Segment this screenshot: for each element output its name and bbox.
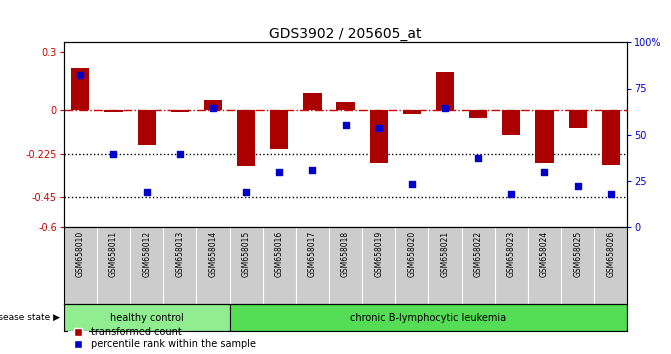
Point bbox=[241, 189, 252, 194]
Legend: transformed count, percentile rank within the sample: transformed count, percentile rank withi… bbox=[68, 327, 256, 349]
Bar bbox=[138, 110, 156, 145]
Point bbox=[274, 170, 285, 175]
Bar bbox=[237, 110, 255, 166]
Point bbox=[75, 73, 86, 78]
Point bbox=[473, 155, 484, 161]
Point bbox=[539, 170, 550, 175]
Bar bbox=[204, 99, 222, 110]
Point bbox=[142, 189, 152, 194]
Bar bbox=[64, 304, 229, 331]
Point bbox=[407, 181, 417, 187]
Point bbox=[207, 105, 218, 111]
Point bbox=[307, 167, 318, 173]
Bar bbox=[229, 304, 627, 331]
Bar bbox=[602, 110, 620, 165]
Text: GSM658017: GSM658017 bbox=[308, 230, 317, 277]
Text: chronic B-lymphocytic leukemia: chronic B-lymphocytic leukemia bbox=[350, 313, 507, 323]
Text: GSM658019: GSM658019 bbox=[374, 230, 383, 277]
Point bbox=[373, 125, 384, 131]
Text: healthy control: healthy control bbox=[110, 313, 183, 323]
Bar bbox=[535, 110, 554, 162]
Bar bbox=[270, 110, 289, 149]
Bar bbox=[370, 110, 388, 162]
Text: GSM658014: GSM658014 bbox=[209, 230, 217, 277]
Text: GSM658020: GSM658020 bbox=[407, 230, 417, 277]
Text: GSM658023: GSM658023 bbox=[507, 230, 516, 277]
Bar bbox=[403, 110, 421, 114]
Point bbox=[340, 122, 351, 128]
Text: GSM658026: GSM658026 bbox=[607, 230, 615, 277]
Text: GSM658013: GSM658013 bbox=[175, 230, 185, 277]
Point bbox=[506, 191, 517, 196]
Title: GDS3902 / 205605_at: GDS3902 / 205605_at bbox=[269, 28, 422, 41]
Bar bbox=[170, 110, 189, 112]
Text: GSM658010: GSM658010 bbox=[76, 230, 85, 277]
Text: disease state ▶: disease state ▶ bbox=[0, 313, 60, 322]
Text: GSM658015: GSM658015 bbox=[242, 230, 250, 277]
Point bbox=[605, 191, 616, 196]
Bar bbox=[436, 72, 454, 110]
Bar bbox=[71, 68, 89, 110]
Point bbox=[174, 151, 185, 157]
Text: GSM658021: GSM658021 bbox=[441, 230, 450, 276]
Point bbox=[440, 105, 450, 111]
Text: GSM658022: GSM658022 bbox=[474, 230, 482, 276]
Text: GSM658024: GSM658024 bbox=[540, 230, 549, 277]
Bar bbox=[568, 110, 586, 128]
Bar bbox=[469, 110, 487, 118]
Bar bbox=[303, 93, 321, 110]
Bar bbox=[336, 102, 355, 110]
Text: GSM658018: GSM658018 bbox=[341, 230, 350, 276]
Text: GSM658025: GSM658025 bbox=[573, 230, 582, 277]
Text: GSM658016: GSM658016 bbox=[274, 230, 284, 277]
Bar bbox=[105, 110, 123, 112]
Text: GSM658011: GSM658011 bbox=[109, 230, 118, 276]
Point bbox=[572, 183, 583, 189]
Bar bbox=[502, 110, 521, 136]
Point bbox=[108, 151, 119, 157]
Text: GSM658012: GSM658012 bbox=[142, 230, 151, 276]
